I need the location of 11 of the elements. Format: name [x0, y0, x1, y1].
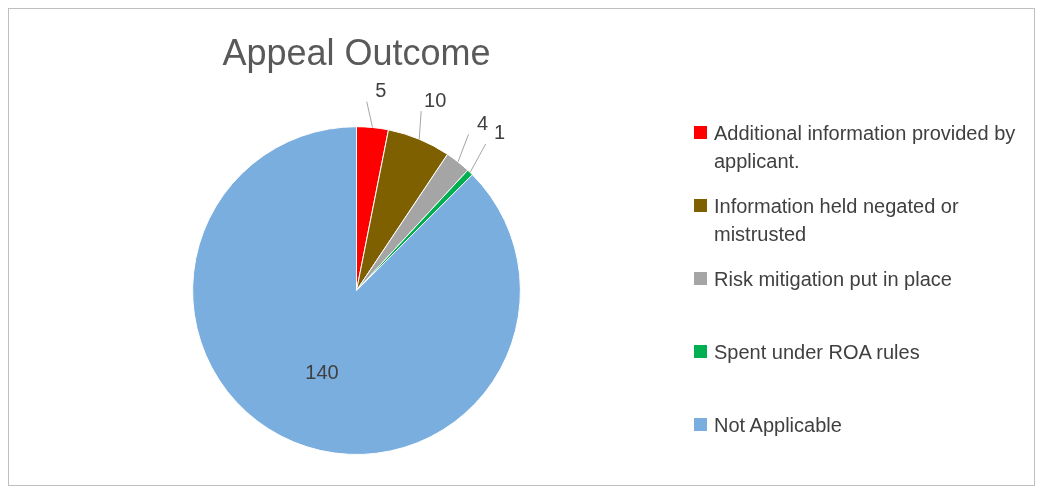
- data-label: 10: [424, 88, 447, 111]
- data-label: 5: [375, 79, 387, 102]
- legend-label: Risk mitigation put in place: [714, 267, 952, 292]
- chart-title: Appeal Outcome: [222, 31, 491, 73]
- legend-label: Information held negated or mistrusted: [714, 194, 960, 247]
- data-label: 1: [494, 121, 506, 144]
- data-label: 4: [476, 111, 489, 134]
- legend-label: Spent under ROA rules: [714, 340, 920, 365]
- legend-label: Additional information provided by applicant.: [714, 121, 1017, 174]
- data-label: 140: [305, 361, 339, 384]
- legend-label: Not Applicable: [714, 413, 842, 438]
